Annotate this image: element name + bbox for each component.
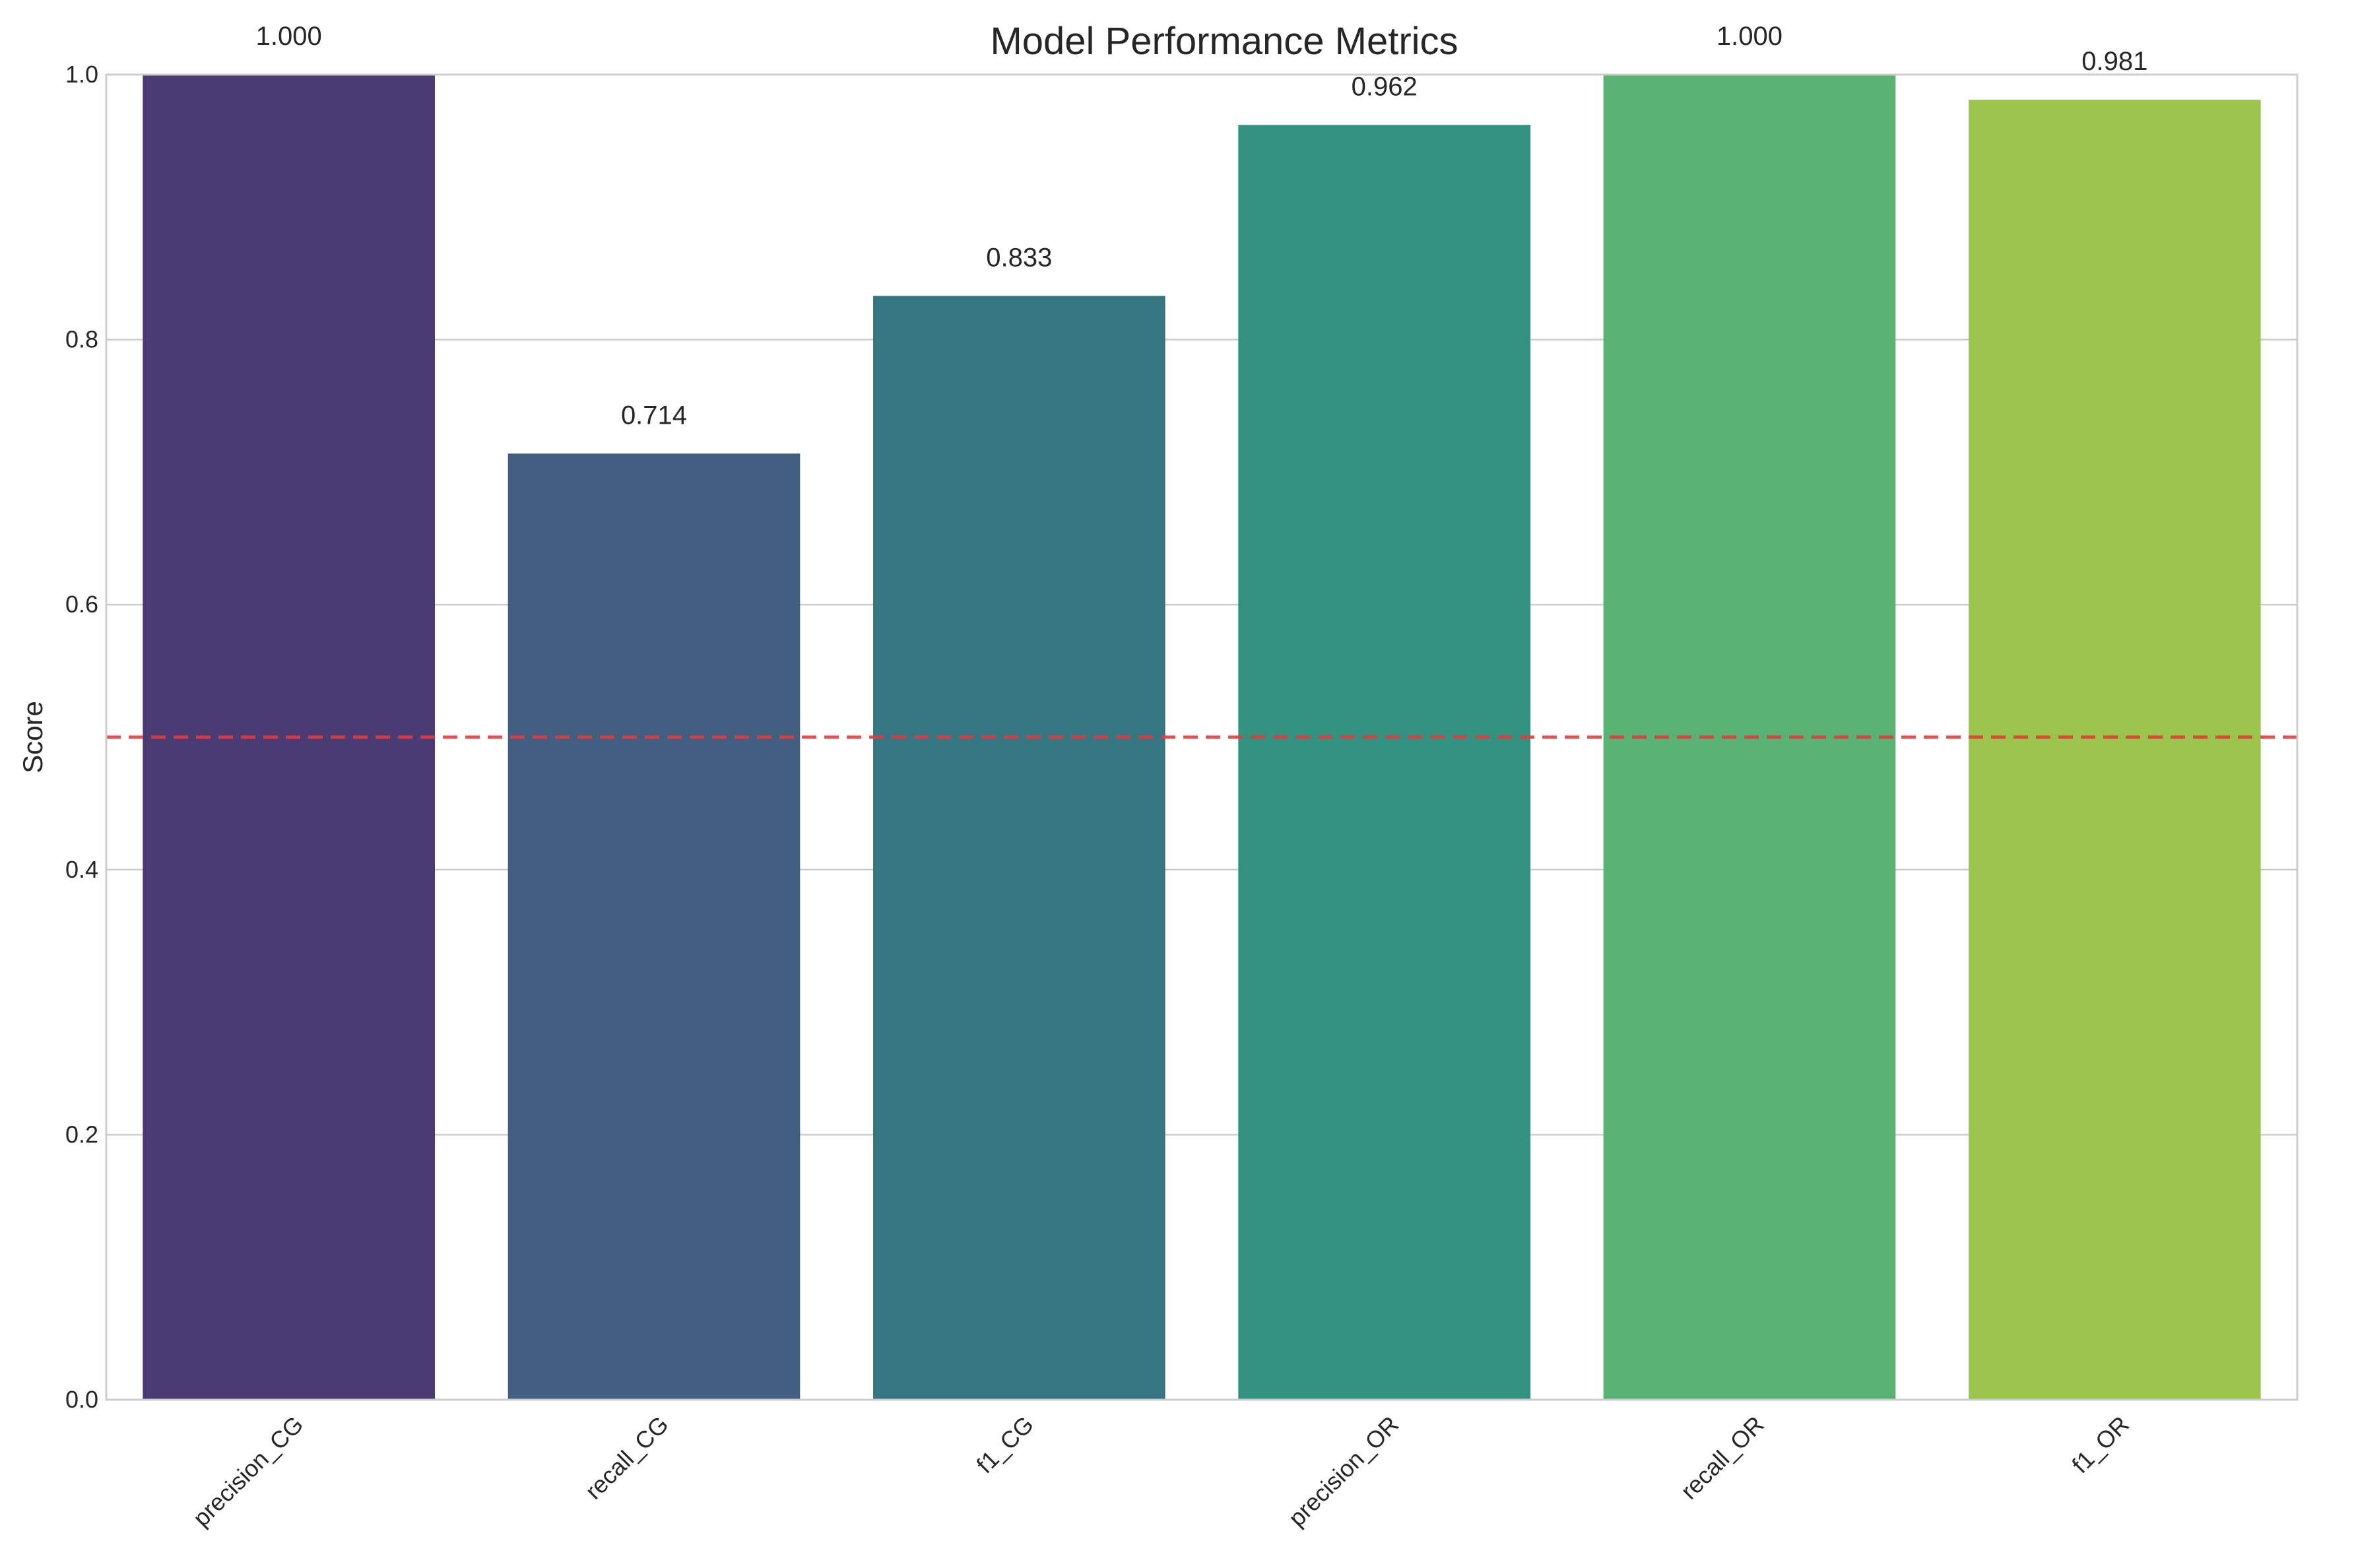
y-tick-label: 0.4 — [65, 856, 98, 883]
bars — [143, 75, 2261, 1400]
y-tick-label: 0.6 — [65, 591, 98, 618]
data-label-f1_CG: 0.833 — [986, 243, 1052, 272]
y-tick-label: 0.2 — [65, 1121, 98, 1148]
axes-frame — [105, 73, 2299, 1401]
bar-f1_OR — [1969, 100, 2261, 1400]
plot-frame — [105, 73, 2299, 1401]
data-label-f1_OR: 0.981 — [2081, 47, 2147, 76]
y-axis-label: Score — [17, 701, 48, 773]
data-labels: 1.000 0.714 0.833 0.962 1.000 0.981 — [256, 22, 2148, 430]
y-tick-label: 0.0 — [65, 1386, 98, 1413]
data-label-precision_OR: 0.962 — [1352, 72, 1418, 101]
bar-f1_CG — [873, 296, 1165, 1400]
data-label-precision_CG: 1.000 — [256, 22, 322, 51]
bar-recall_CG — [507, 453, 801, 1400]
y-tick-label: 0.8 — [65, 326, 98, 353]
y-tick-label: 1.0 — [65, 61, 98, 88]
data-label-recall_CG: 0.714 — [621, 401, 687, 430]
bar-precision_OR — [1238, 125, 1530, 1400]
chart-title: Model Performance Metrics — [990, 20, 1458, 63]
data-label-recall_OR: 1.000 — [1717, 22, 1783, 51]
